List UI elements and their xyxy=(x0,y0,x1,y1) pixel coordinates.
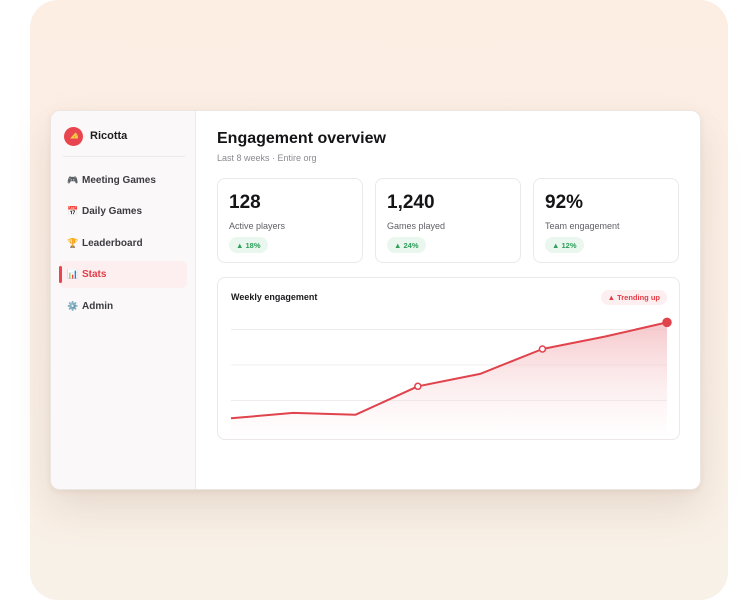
stat-value: 92% xyxy=(545,192,584,213)
sidebar-item-meeting-games[interactable]: 🎮 Meeting Games xyxy=(59,167,187,194)
calendar-icon: 📅 xyxy=(67,206,79,217)
sidebar-item-daily-games[interactable]: 📅 Daily Games xyxy=(59,198,187,225)
sidebar-item-label: Admin xyxy=(82,300,114,312)
chart-series-line xyxy=(230,321,668,420)
game-controller-icon: 🎮 xyxy=(67,175,79,185)
sidebar-item-admin[interactable]: ⚙️ Admin xyxy=(59,293,187,320)
stat-change-badge: ▲ 24% xyxy=(387,237,426,253)
chart-area-fill xyxy=(231,322,667,436)
stat-card-games-played: 1,240 Games played ▲ 24% xyxy=(375,178,521,263)
sidebar-item-stats[interactable]: 📊 Stats xyxy=(59,261,187,289)
stat-label: Active players xyxy=(229,221,286,231)
stat-value: 128 xyxy=(229,192,261,213)
chart-data-point[interactable] xyxy=(662,317,672,328)
trophy-icon: 🏆 xyxy=(67,237,79,248)
sidebar-nav: 🎮 Meeting Games 📅 Daily Games 🏆 Leaderbo… xyxy=(59,167,187,324)
gear-icon: ⚙️ xyxy=(67,300,79,311)
stat-change-badge: ▲ 18% xyxy=(229,237,268,253)
chart-title: Weekly engagement xyxy=(231,292,318,302)
stat-card-team-engagement: 92% Team engagement ▲ 12% xyxy=(533,178,679,263)
sidebar-item-label: Daily Games xyxy=(82,206,143,218)
sidebar-item-label: Meeting Games xyxy=(82,175,156,186)
stat-value: 1,240 xyxy=(387,192,435,213)
bar-chart-icon: 📊 xyxy=(67,269,79,280)
weekly-engagement-chart-card: Weekly engagement ▲ Trending up xyxy=(217,277,680,440)
app-window: Ricotta 🎮 Meeting Games 📅 Daily Games 🏆 … xyxy=(50,110,701,490)
stat-label: Team engagement xyxy=(545,221,620,231)
cheese-logo-icon xyxy=(64,126,83,146)
engagement-line-chart xyxy=(230,317,672,436)
divider xyxy=(63,156,185,157)
brand-name: Ricotta xyxy=(90,130,128,142)
sidebar: Ricotta 🎮 Meeting Games 📅 Daily Games 🏆 … xyxy=(51,111,196,489)
sidebar-item-label: Stats xyxy=(82,269,107,281)
chart-data-point[interactable] xyxy=(538,345,547,353)
page-title: Engagement overview xyxy=(217,130,386,147)
brand[interactable]: Ricotta xyxy=(64,126,127,146)
sidebar-item-label: Leaderboard xyxy=(82,237,143,249)
stat-change-badge: ▲ 12% xyxy=(545,237,584,253)
stat-label: Games played xyxy=(387,221,446,231)
trending-up-badge: ▲ Trending up xyxy=(600,290,667,305)
main-content: Engagement overview Last 8 weeks · Entir… xyxy=(196,111,700,489)
chart-data-point[interactable] xyxy=(414,382,422,391)
page-subtitle: Last 8 weeks · Entire org xyxy=(217,153,317,163)
stat-card-active-players: 128 Active players ▲ 18% xyxy=(217,178,363,263)
sidebar-item-leaderboard[interactable]: 🏆 Leaderboard xyxy=(59,230,187,257)
